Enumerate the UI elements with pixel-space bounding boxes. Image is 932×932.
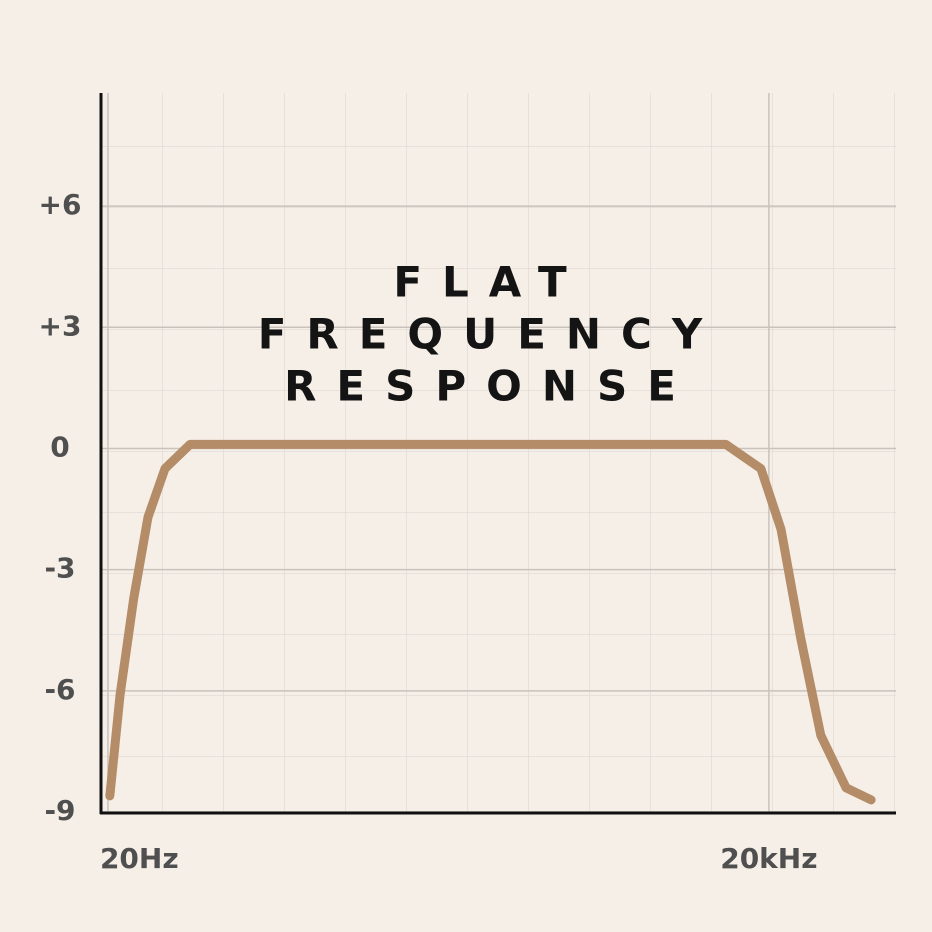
response-line	[105, 439, 876, 805]
y-tick-label: 0	[50, 430, 69, 463]
chart-title: RESPONSE	[284, 362, 696, 411]
y-tick-label: -6	[44, 673, 75, 706]
paper-grid	[101, 93, 896, 812]
y-tick-label: +6	[39, 188, 82, 221]
y-tick-label: +3	[39, 309, 82, 342]
chart-title: FREQUENCY	[258, 310, 723, 359]
y-tick-label: -9	[44, 794, 75, 827]
chart-title: FLAT	[393, 258, 586, 307]
x-tick-label: 20kHz	[720, 842, 817, 875]
x-tick-label: 20Hz	[100, 842, 179, 875]
y-tick-label: -3	[44, 552, 75, 585]
